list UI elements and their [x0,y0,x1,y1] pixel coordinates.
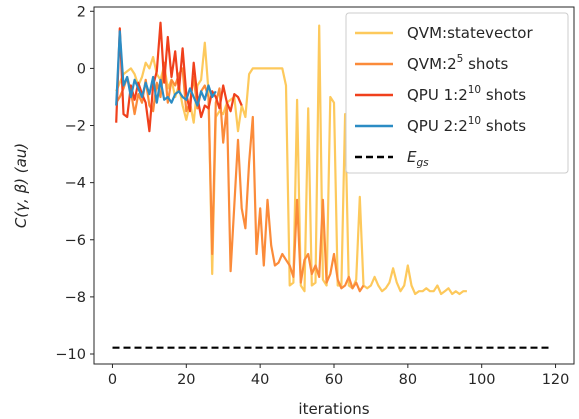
y-tick-label: −8 [65,290,86,306]
legend-label-sup: 5 [457,53,464,65]
series-line-1 [115,61,365,293]
series-line-3 [115,30,217,107]
y-axis-label: C(γ, β) (au) [12,143,30,228]
legend-label-base: QPU 2:2 [407,117,468,135]
legend-label-4: Egs [407,148,429,169]
x-axis-label: iterations [298,400,369,418]
y-tick-label: −10 [55,347,86,363]
x-tick-label: 120 [542,372,570,388]
y-tick-label: −6 [65,233,86,249]
legend-label-base: QPU 1:2 [407,86,468,104]
legend-label-base: QVM:2 [407,55,457,73]
legend-label-base: QVM:statevector [407,24,533,42]
y-tick-label: −4 [65,176,86,192]
legend-label-1: QVM:25 shots [407,53,508,73]
x-tick-label: 20 [177,372,195,388]
legend-frame [345,12,569,174]
legend-label-sup: 10 [468,84,481,96]
legend-label-base: E [407,148,417,166]
x-tick-label: 80 [399,372,417,388]
x-tick-label: 60 [325,372,343,388]
legend-label-sup: 10 [468,115,481,127]
plot-lines [112,21,552,349]
legend-label-0: QVM:statevector [407,24,533,42]
x-tick-label: 0 [108,372,117,388]
legend-label-suffix: shots [481,117,526,135]
x-tick-label: 40 [251,372,269,388]
y-tick-label: 2 [77,4,86,20]
y-tick-label: −2 [65,119,86,135]
x-axis: 0 20 40 60 80 100 120 [108,364,570,388]
legend-label-suffix: shots [463,55,508,73]
x-tick-label: 100 [468,372,496,388]
legend-label-sub: gs [416,157,429,169]
y-tick-label: 0 [77,61,86,77]
y-axis: 2 0 −2 −4 −6 −8 −10 [55,4,94,363]
legend-label-3: QPU 2:210 shots [407,115,526,135]
legend-label-suffix: shots [481,86,526,104]
legend-label-2: QPU 1:210 shots [407,84,526,104]
